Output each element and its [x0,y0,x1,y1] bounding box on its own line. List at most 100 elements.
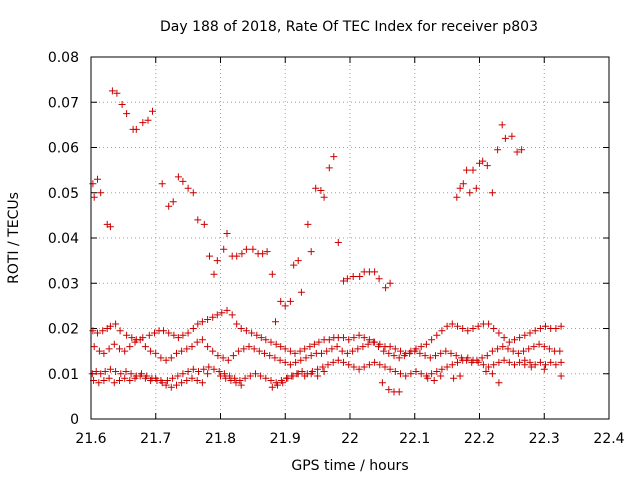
data-point [437,372,445,380]
data-point [338,347,346,355]
data-point [224,356,232,364]
x-tick-labels: 21.6 21.7 21.8 21.9 22 22.1 22.2 22.3 22.4 [75,431,624,447]
data-point [219,354,227,362]
data-point [204,316,212,323]
data-point [320,193,328,201]
data-point [163,377,171,384]
data-point [333,343,341,351]
data-point [494,345,502,353]
data-point [291,349,299,357]
data-point [463,166,471,174]
data-point [236,377,244,384]
data-point [474,322,482,330]
data-point [318,349,325,357]
data-point [310,340,318,348]
data-point [210,365,218,373]
data-point [526,329,534,337]
data-points [88,87,565,396]
data-point [421,352,429,360]
data-point [479,157,487,165]
data-point [147,377,155,384]
data-point [210,270,218,278]
data-point [229,352,237,360]
data-point [286,361,294,369]
data-point [483,162,491,170]
data-point [479,361,487,369]
data-point [281,302,289,310]
y-tick-label: 0.05 [48,186,79,202]
x-tick-label: 22.4 [593,431,624,447]
data-point [257,334,265,342]
data-point [459,325,467,332]
data-point [132,125,140,133]
data-point [518,146,526,154]
data-point [416,349,424,357]
data-point [297,356,305,364]
data-point [495,358,503,366]
data-point [110,340,118,348]
data-point [145,331,153,339]
data-point [511,336,518,344]
data-point [262,374,270,382]
data-point [122,368,130,375]
series-low-band [88,354,565,387]
data-point [152,349,160,357]
data-point [237,381,245,389]
x-tick-label: 21.8 [205,431,236,447]
data-point [220,245,228,253]
data-point [141,343,149,351]
data-point [547,358,555,366]
data-point [277,343,285,351]
data-point [402,372,410,380]
data-point [106,365,114,373]
data-point [508,132,516,140]
data-point [334,239,342,246]
data-point [350,363,358,371]
data-point [395,388,403,396]
data-point [307,248,315,256]
data-point [469,325,477,332]
data-point [312,184,320,192]
data-point [386,279,394,287]
data-point [557,358,565,366]
data-point [505,338,513,346]
series-late-arc [453,121,526,201]
data-point [167,354,175,362]
data-point [126,343,134,351]
data-point [428,370,436,378]
data-point [422,340,430,348]
data-point [459,180,467,188]
data-point [174,372,182,380]
data-point [179,370,187,378]
data-point [386,343,394,351]
data-point [294,257,302,265]
data-point [495,379,503,387]
data-point [117,370,125,378]
data-point [218,309,226,317]
x-tick-label: 22 [341,431,359,447]
data-point [174,173,182,181]
data-point [500,334,508,342]
data-point [94,329,101,337]
data-point [345,361,353,369]
data-point [206,252,213,260]
data-point [165,202,173,210]
data-point [128,334,136,342]
data-point [535,340,543,348]
data-point [296,347,304,355]
data-point [284,374,292,382]
x-tick-label: 22.1 [399,431,430,447]
data-point [261,349,268,357]
data-point [386,365,394,373]
data-point [195,368,202,375]
data-point [324,361,332,369]
data-point [220,370,228,378]
data-point [485,363,493,371]
data-point [89,180,97,188]
data-point [215,368,223,375]
data-point [139,119,147,127]
data-point [514,349,522,357]
y-tick-label: 0.08 [48,50,79,66]
data-point [276,356,284,364]
data-point [412,368,420,375]
